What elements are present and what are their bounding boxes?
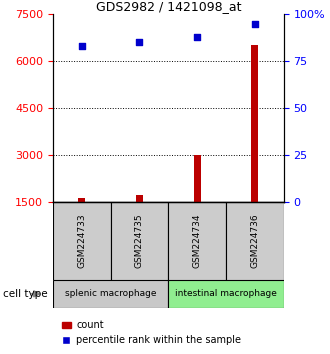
- Bar: [226, 202, 284, 280]
- Text: GSM224733: GSM224733: [77, 213, 86, 268]
- Text: GSM224736: GSM224736: [250, 213, 259, 268]
- Bar: [168, 280, 284, 308]
- Title: GDS2982 / 1421098_at: GDS2982 / 1421098_at: [96, 0, 241, 13]
- Bar: [53, 202, 111, 280]
- Text: intestinal macrophage: intestinal macrophage: [175, 289, 277, 298]
- Bar: [194, 155, 201, 202]
- Bar: [251, 45, 258, 202]
- Bar: [111, 202, 168, 280]
- Point: [137, 40, 142, 45]
- Bar: [78, 198, 85, 202]
- Point: [195, 34, 200, 40]
- Point: [79, 43, 84, 49]
- Text: GSM224735: GSM224735: [135, 213, 144, 268]
- Bar: [53, 280, 168, 308]
- Bar: [168, 202, 226, 280]
- Text: cell type: cell type: [3, 289, 48, 299]
- Bar: [136, 195, 143, 202]
- Text: splenic macrophage: splenic macrophage: [65, 289, 156, 298]
- Text: GSM224734: GSM224734: [193, 213, 202, 268]
- Legend: count, percentile rank within the sample: count, percentile rank within the sample: [58, 316, 245, 349]
- Point: [252, 21, 258, 26]
